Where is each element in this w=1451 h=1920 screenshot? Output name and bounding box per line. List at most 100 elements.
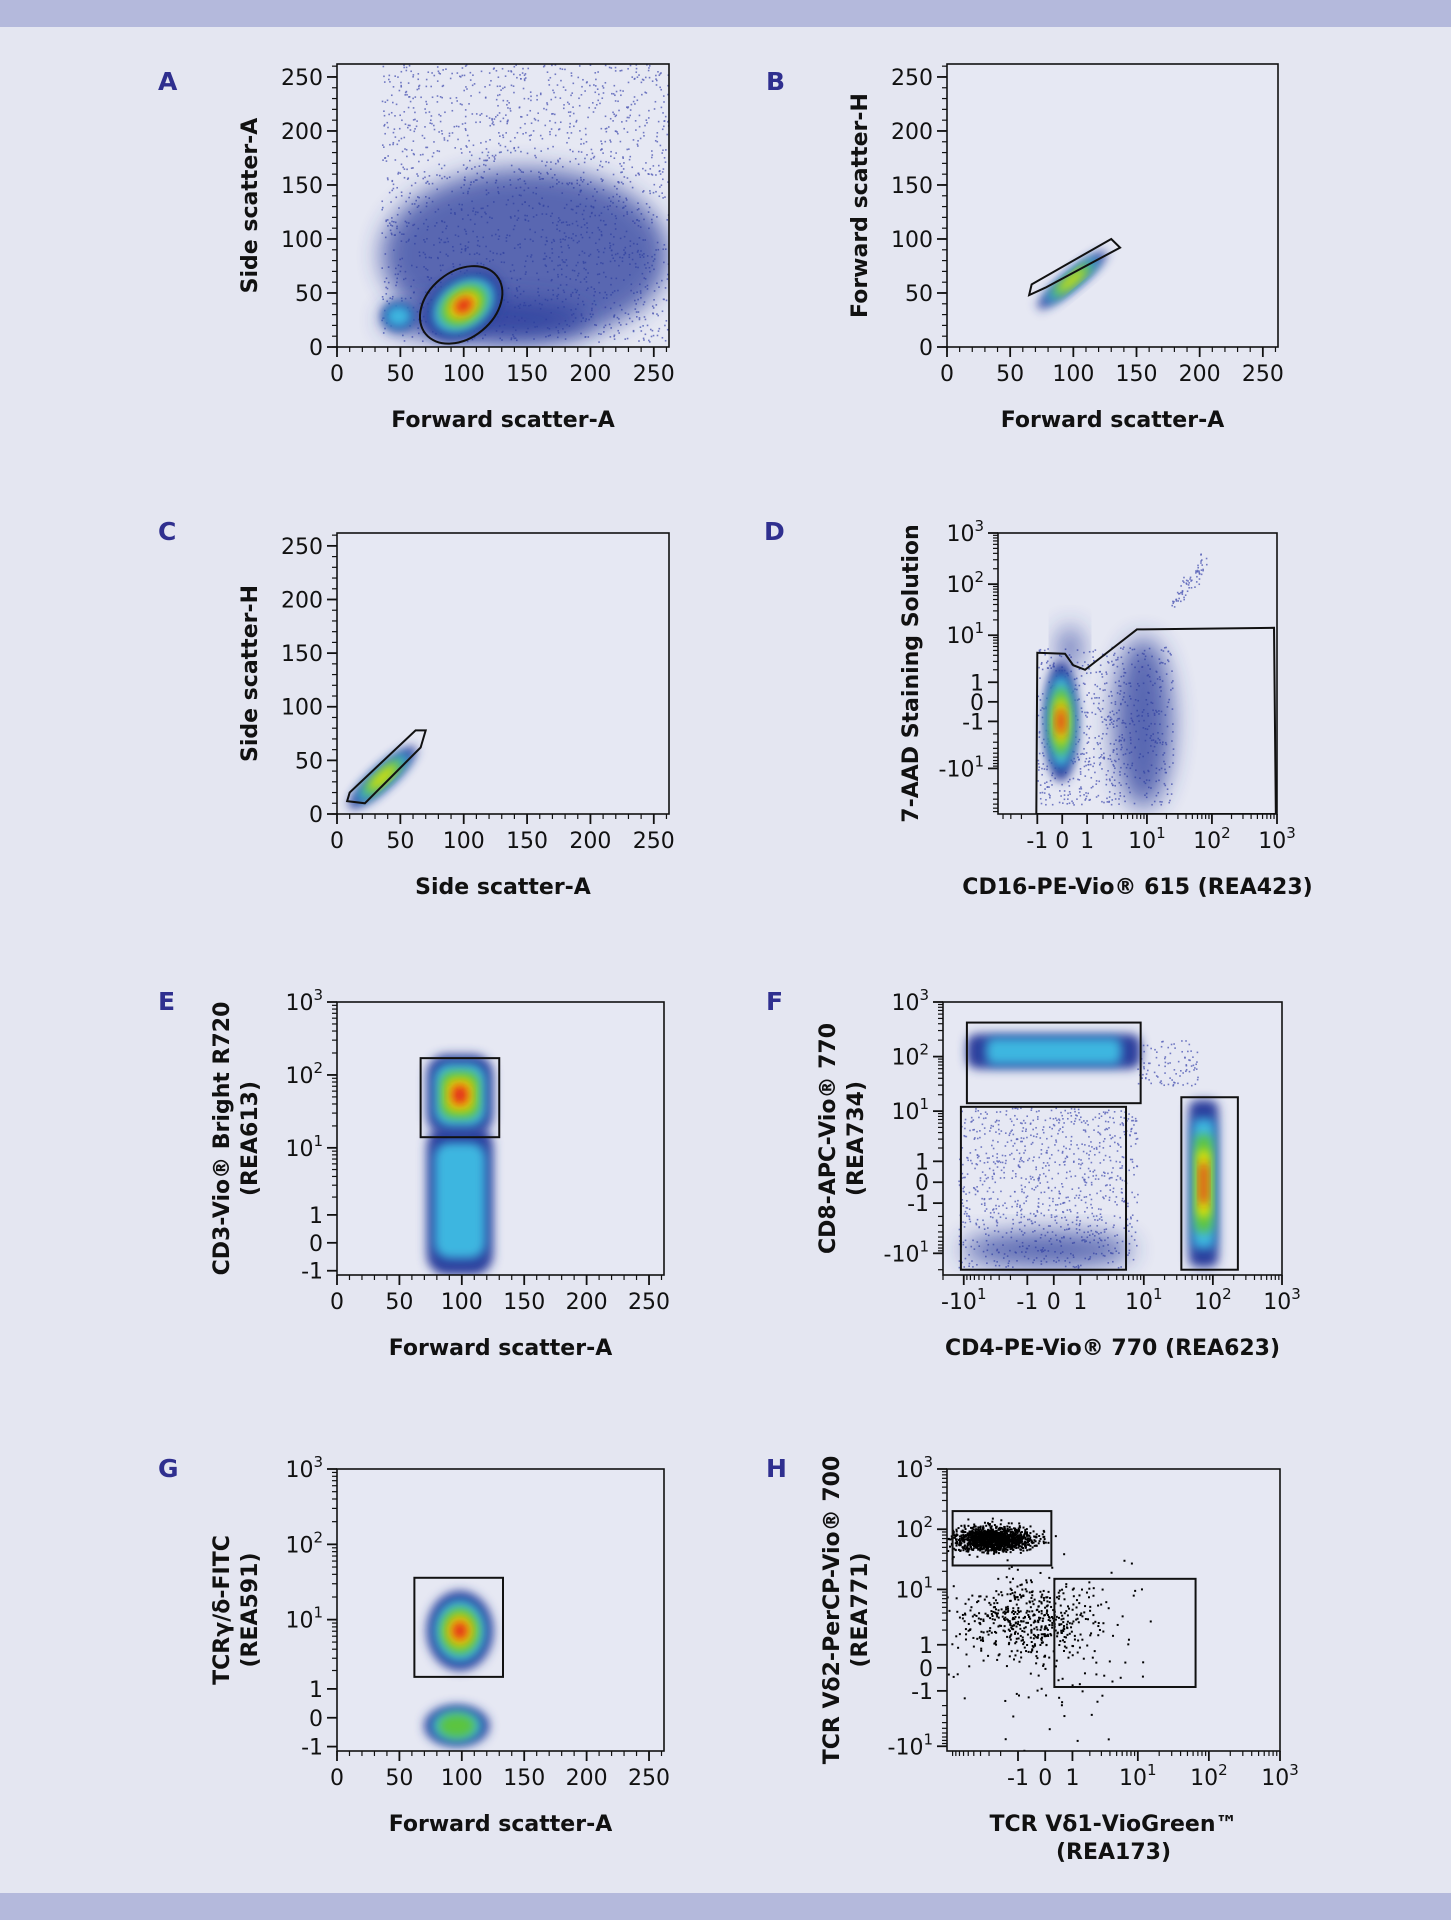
plot-area (947, 64, 1278, 347)
event-dot (972, 1129, 974, 1131)
event-dot (1171, 670, 1173, 672)
event-dot (1102, 1147, 1105, 1149)
event-dot (526, 152, 529, 155)
gate-rectangle[interactable] (1180, 1096, 1239, 1271)
event-dot (1079, 1167, 1082, 1170)
event-dot (1043, 792, 1046, 794)
event-dot (1200, 569, 1203, 571)
event-dot (1045, 661, 1048, 664)
event-dot (996, 1221, 999, 1224)
event-dot (1116, 665, 1119, 668)
event-dot (1133, 1173, 1135, 1176)
event-dot (448, 135, 451, 137)
event-dot (463, 74, 466, 77)
event-dot (961, 1261, 963, 1264)
event-dot (1005, 1217, 1007, 1220)
event-dot (524, 73, 527, 75)
event-dot (394, 75, 396, 77)
event-dot (457, 125, 460, 128)
event-dot (422, 177, 425, 180)
x-tick-text: -1 (1016, 1290, 1038, 1315)
gate-rectangle[interactable] (413, 1576, 504, 1678)
y-tick-text: 0 (309, 1707, 323, 1732)
gate-polygon[interactable] (345, 729, 428, 805)
event-dot (594, 72, 597, 74)
gate-rectangle[interactable] (965, 1021, 1142, 1105)
event-dot (1099, 1162, 1102, 1164)
event-dot (1131, 1116, 1134, 1118)
event-dot (438, 72, 440, 74)
event-dot (408, 64, 411, 67)
event-dot (1005, 1232, 1008, 1234)
event-dot (1058, 1119, 1061, 1122)
event-dot (436, 150, 439, 152)
event-dot (659, 86, 661, 89)
event-dot (1016, 1203, 1019, 1205)
event-dot (1063, 1201, 1066, 1204)
event-dot (404, 123, 407, 126)
event-dot (498, 142, 500, 145)
event-dot (512, 85, 515, 87)
event-dot (1012, 1218, 1014, 1221)
event-dot (613, 113, 615, 116)
event-dot (617, 181, 620, 183)
event-dot (1041, 1143, 1044, 1145)
event-dot (1011, 1534, 1014, 1537)
y-tick-label: 102 (946, 568, 984, 598)
event-dot (1009, 1154, 1011, 1156)
event-dot (983, 1202, 986, 1205)
event-dot (1117, 1144, 1120, 1146)
event-dot (612, 173, 615, 176)
event-dot (1109, 1184, 1111, 1186)
gate-polygon[interactable] (1035, 626, 1277, 814)
event-dot (1026, 1195, 1029, 1198)
event-dot (1105, 682, 1108, 684)
event-dot (436, 95, 439, 97)
gate-rectangle[interactable] (419, 1057, 501, 1139)
event-dot (1036, 1118, 1039, 1120)
gate-ellipse[interactable] (405, 250, 518, 359)
event-dot (1033, 1178, 1035, 1181)
event-dot (1172, 1083, 1175, 1086)
event-dot (547, 147, 549, 150)
event-dot (1117, 1266, 1120, 1269)
event-dot (1122, 646, 1125, 649)
x-tick-label: 200 (1179, 362, 1221, 387)
event-dot (1087, 1231, 1089, 1233)
event-dot (1046, 768, 1048, 771)
event-dot (983, 1197, 986, 1200)
y-tick-exponent: 3 (974, 517, 984, 535)
gate-rectangle[interactable] (959, 1105, 1128, 1271)
event-dot (1019, 1209, 1022, 1212)
event-dot (651, 329, 654, 332)
event-dot (994, 1162, 997, 1165)
event-dot (974, 1193, 977, 1196)
event-dot (567, 111, 570, 114)
gate-polygon[interactable] (1027, 237, 1122, 297)
event-dot (1046, 667, 1049, 669)
event-dot (1014, 1200, 1017, 1203)
event-dot (1050, 1135, 1053, 1138)
event-dot (566, 101, 569, 104)
event-dot (1080, 753, 1082, 755)
event-dot (1020, 1230, 1023, 1233)
event-dot (584, 127, 587, 130)
event-dot (638, 318, 641, 321)
event-dot (1149, 1062, 1151, 1065)
event-dot (609, 141, 612, 143)
event-dot (637, 172, 639, 175)
event-dot (613, 338, 616, 340)
event-dot (1181, 590, 1184, 593)
x-tick-text: 0 (940, 362, 954, 387)
event-dot (509, 140, 512, 143)
event-dot (630, 103, 633, 106)
event-dot (614, 130, 617, 132)
event-dot (1177, 1082, 1179, 1085)
population-scatter (958, 1107, 1139, 1269)
event-dot (1084, 775, 1087, 777)
event-dot (958, 1266, 961, 1269)
event-dot (400, 137, 403, 140)
event-dot (983, 1228, 986, 1230)
event-dot (995, 1207, 998, 1210)
event-dot (1076, 1114, 1078, 1117)
